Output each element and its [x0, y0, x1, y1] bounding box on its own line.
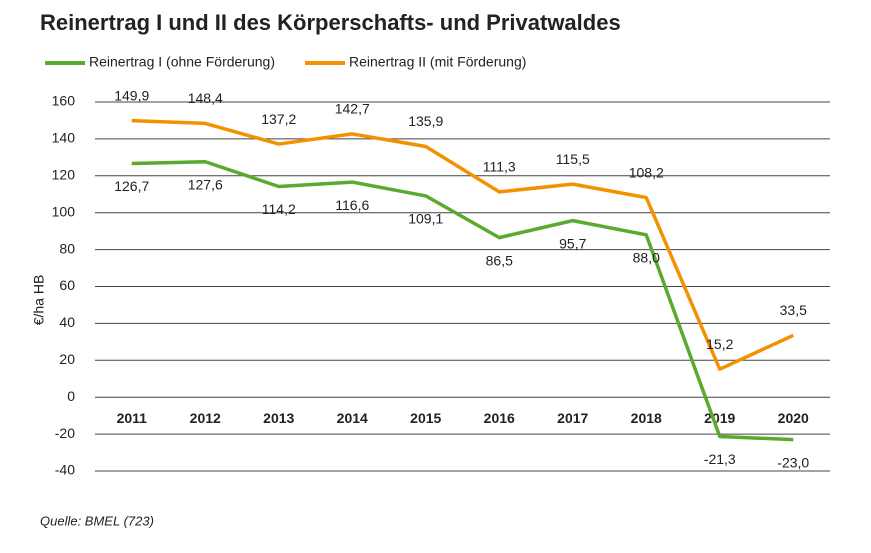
- data-label: 148,4: [188, 90, 223, 106]
- y-tick-label: 0: [67, 388, 75, 404]
- data-label: 114,2: [262, 201, 296, 217]
- source: Quelle: BMEL (723): [40, 513, 154, 528]
- y-tick-label: 160: [52, 93, 76, 109]
- y-axis-label: €/ha HB: [31, 275, 47, 326]
- x-tick-label: 2020: [778, 410, 809, 426]
- series-line: [131, 160, 794, 442]
- x-tick-label: 2018: [631, 410, 662, 426]
- data-label: 126,7: [114, 178, 149, 194]
- series-line: [131, 118, 794, 371]
- data-label: 88,0: [633, 250, 660, 266]
- data-label: 142,7: [335, 101, 370, 117]
- chart-title: Reinertrag I und II des Körperschafts- u…: [40, 10, 621, 35]
- data-label: 95,7: [559, 235, 586, 251]
- data-label: -21,3: [704, 451, 736, 467]
- x-tick-label: 2012: [190, 410, 221, 426]
- data-label: 33,5: [780, 302, 807, 318]
- y-tick-label: 100: [52, 203, 76, 219]
- data-label: -23,0: [777, 454, 809, 470]
- x-tick-label: 2011: [117, 410, 148, 426]
- legend-label: Reinertrag II (mit Förderung): [349, 54, 526, 70]
- data-label: 115,5: [556, 151, 590, 167]
- x-tick-label: 2015: [410, 410, 441, 426]
- data-label: 116,6: [335, 197, 369, 213]
- y-tick-label: -40: [55, 462, 75, 478]
- x-tick-label: 2016: [484, 410, 515, 426]
- y-tick-label: 20: [59, 351, 75, 367]
- data-label: 109,1: [408, 211, 443, 227]
- y-tick-label: 80: [59, 240, 75, 256]
- data-label: 86,5: [486, 252, 513, 268]
- data-label: 149,9: [114, 87, 149, 103]
- y-tick-label: 120: [52, 167, 76, 183]
- data-label: 137,2: [261, 111, 296, 127]
- data-label: 15,2: [706, 336, 733, 352]
- y-tick-label: 60: [59, 277, 75, 293]
- y-tick-label: -20: [55, 425, 75, 441]
- data-label: 108,2: [629, 164, 664, 180]
- data-label: 127,6: [188, 176, 223, 192]
- data-label: 111,3: [483, 159, 516, 175]
- legend-label: Reinertrag I (ohne Förderung): [89, 54, 275, 70]
- x-tick-label: 2019: [704, 410, 735, 426]
- x-tick-label: 2014: [337, 410, 368, 426]
- y-tick-label: 140: [52, 130, 76, 146]
- data-label: 135,9: [408, 113, 443, 129]
- x-tick-label: 2017: [557, 410, 588, 426]
- y-tick-label: 40: [59, 314, 75, 330]
- x-tick-label: 2013: [263, 410, 294, 426]
